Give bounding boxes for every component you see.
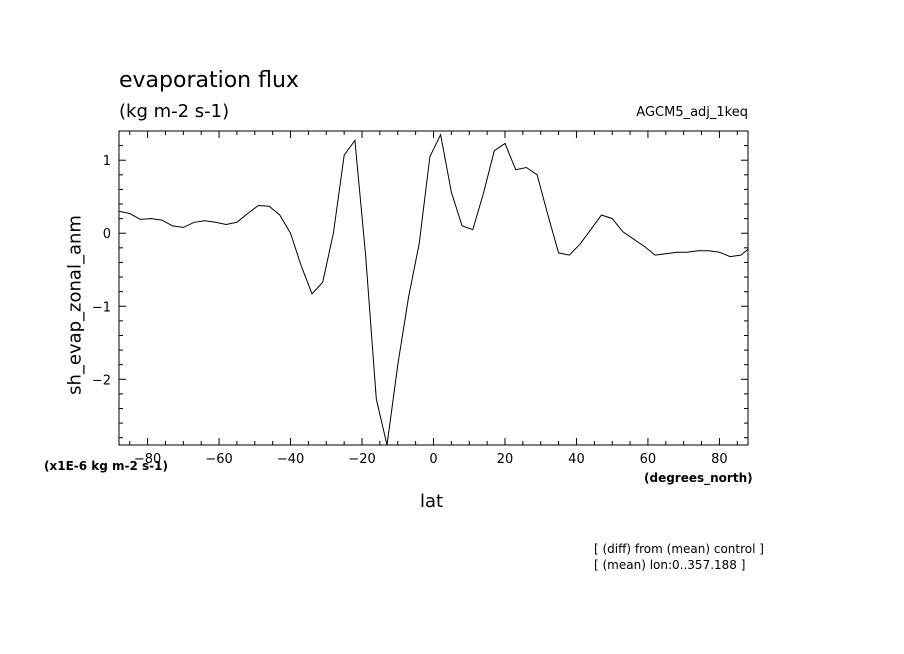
x-tick-label: 0 xyxy=(429,452,437,467)
y-axis-label: sh_evap_zonal_anm xyxy=(64,215,86,395)
x-tick-label: 20 xyxy=(497,452,514,467)
x-tick-label: 40 xyxy=(568,452,585,467)
x-tick-label: 60 xyxy=(640,452,657,467)
x-tick-label: 80 xyxy=(711,452,728,467)
x-tick-label: −60 xyxy=(205,452,232,467)
series-line xyxy=(118,133,749,446)
y-tick-label: −1 xyxy=(92,300,111,315)
chart-title: evaporation flux xyxy=(119,68,299,93)
y-tick-label: 0 xyxy=(103,227,111,242)
x-units-label: (degrees_north) xyxy=(644,471,753,485)
run-label: AGCM5_adj_1keq xyxy=(636,105,748,120)
axis-ticks xyxy=(119,131,748,445)
note-mean: [ (mean) lon:0..357.188 ] xyxy=(594,558,746,572)
x-tick-label: −40 xyxy=(277,452,304,467)
tick-labels: −80 −60 −40 −20 0 20 40 60 80 −2 −1 0 1 xyxy=(92,154,728,467)
x-tick-label: −20 xyxy=(348,452,375,467)
x-tick-label: −80 xyxy=(134,452,161,467)
y-scale-label: (x1E-6 kg m-2 s-1) xyxy=(44,459,168,473)
note-diff: [ (diff) from (mean) control ] xyxy=(594,542,764,556)
plot-frame xyxy=(118,130,749,446)
chart-subtitle: (kg m-2 s-1) xyxy=(119,101,230,122)
y-tick-label: 1 xyxy=(103,154,111,169)
y-tick-label: −2 xyxy=(92,373,111,388)
x-axis-label: lat xyxy=(420,491,444,512)
